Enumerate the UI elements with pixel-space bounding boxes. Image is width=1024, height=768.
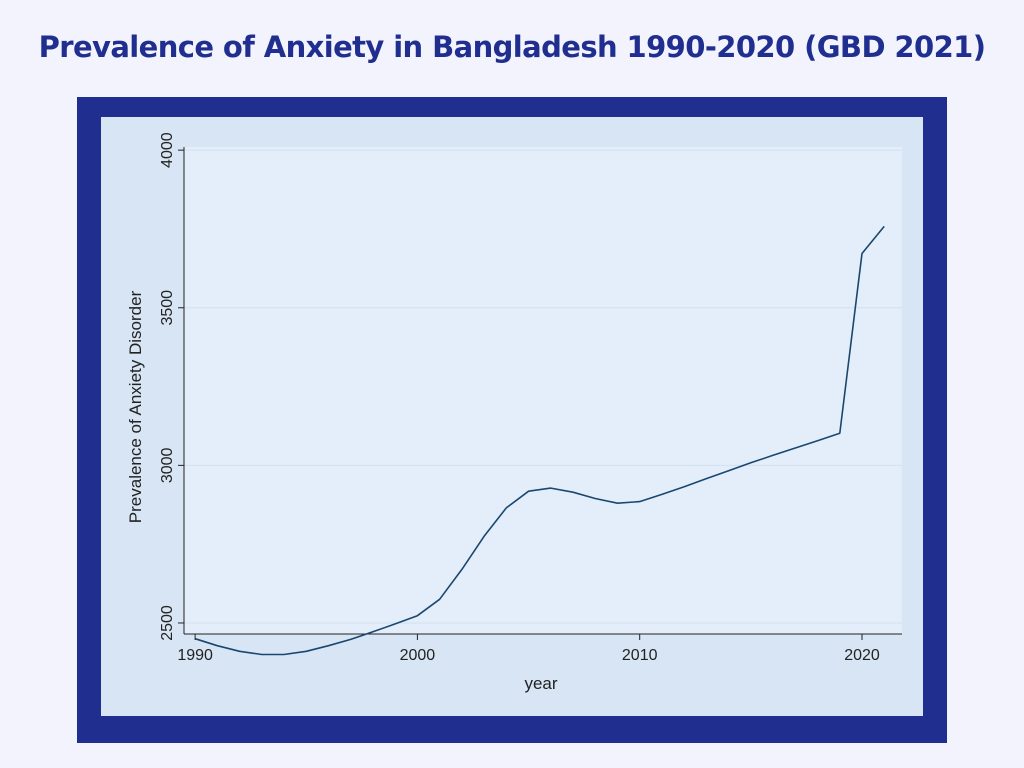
x-tick-label-2000: 2000: [400, 647, 436, 664]
x-tick-label-2010: 2010: [622, 647, 658, 664]
series-line-0: [194, 225, 885, 656]
page-title: Prevalence of Anxiety in Bangladesh 1990…: [38, 30, 986, 64]
y-tick-label-4000: 4000: [159, 132, 176, 168]
x-tick-label-1990: 1990: [177, 647, 213, 664]
line-chart: 2500 3000 3500 4000 1990 2000 2010 2020 year Pr…: [126, 132, 902, 693]
x-tick-label-2020: 2020: [844, 647, 880, 664]
y-tick-label-3000: 3000: [159, 447, 176, 483]
plot-area: [184, 147, 902, 634]
chart-panel: 2500 3000 3500 4000 1990 2000 2010 2020 year Pr…: [101, 117, 923, 716]
y-tick-label-2500: 2500: [159, 605, 176, 641]
x-axis-title: year: [524, 674, 557, 693]
y-tick-label-3500: 3500: [159, 290, 176, 326]
chart-frame: 2500 3000 3500 4000 1990 2000 2010 2020 year Pr…: [77, 97, 947, 743]
y-axis-title: Prevalence of Anxiety Disorder: [126, 290, 145, 523]
plot-layer: 2500 3000 3500 4000 1990 2000 2010 2020: [159, 132, 902, 664]
